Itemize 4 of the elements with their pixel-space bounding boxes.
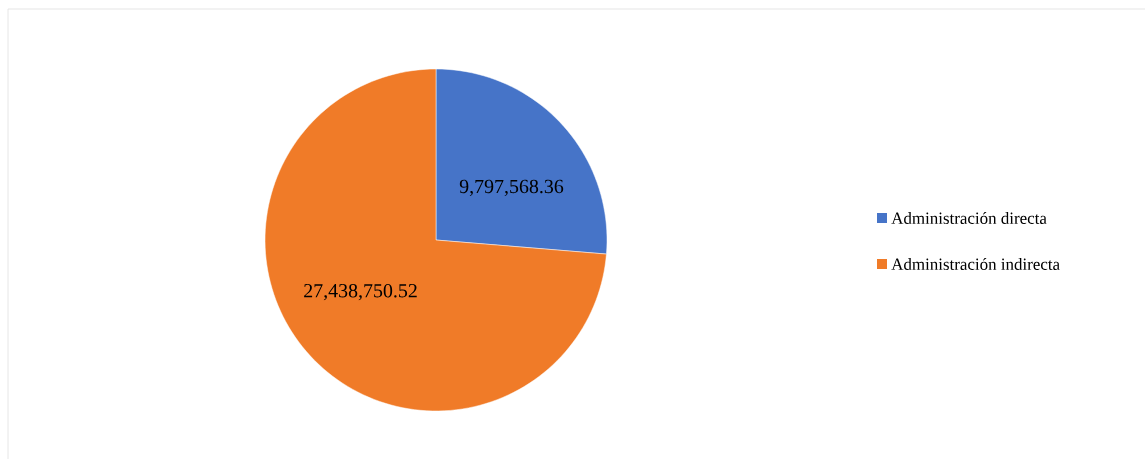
legend-label: Administración indirecta <box>891 257 1060 270</box>
data-label: 9,797,568.36 <box>459 179 564 196</box>
data-label: 27,438,750.52 <box>304 283 417 301</box>
legend-label: Administración directa <box>891 211 1047 224</box>
